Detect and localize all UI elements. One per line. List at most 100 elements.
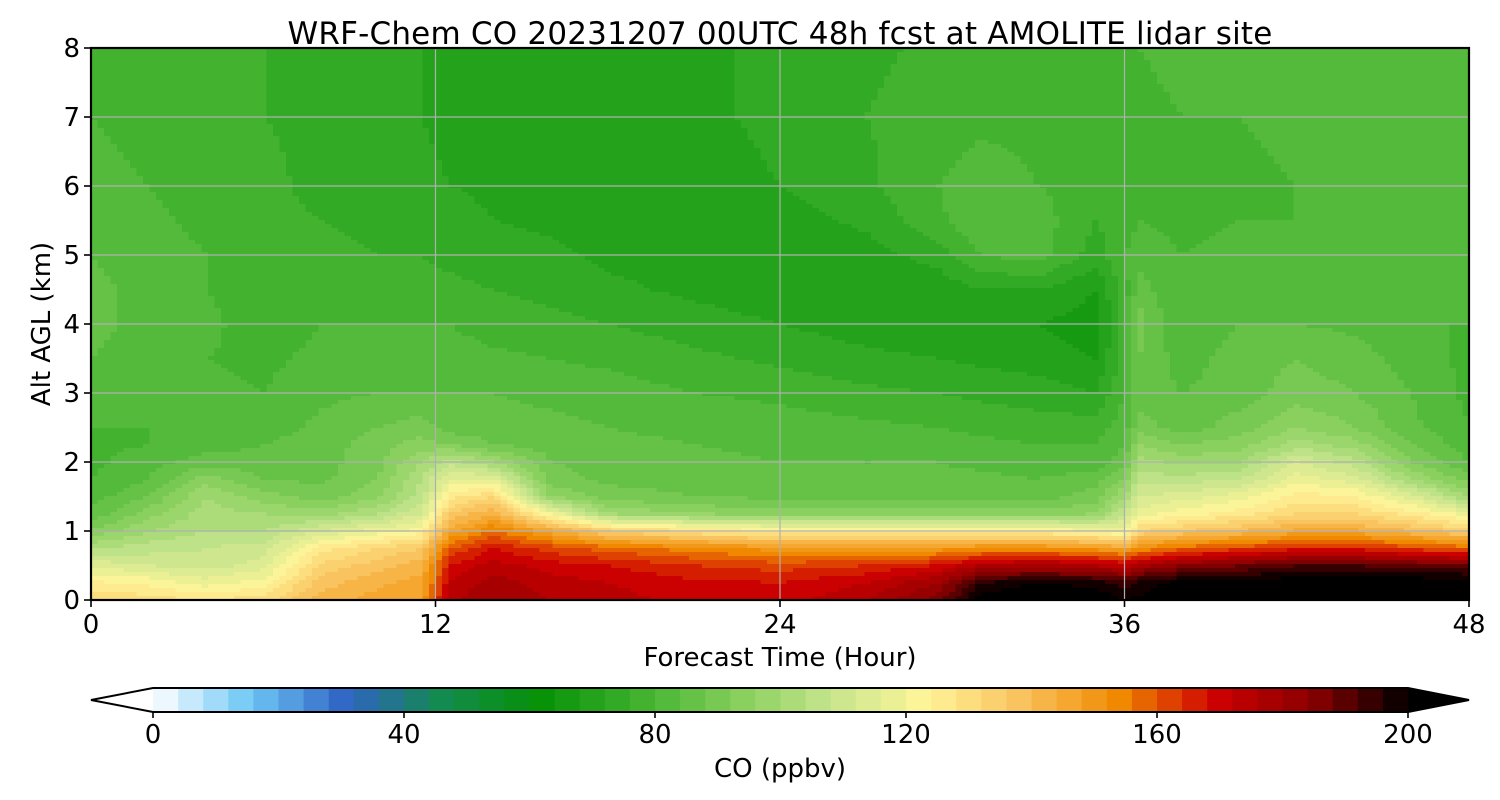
field-cell — [539, 548, 593, 553]
field-cell — [1131, 384, 1178, 389]
field-cell — [1137, 308, 1145, 313]
field-cell — [955, 224, 1061, 229]
field-cell — [734, 52, 898, 57]
field-cell — [143, 480, 170, 485]
field-cell — [247, 484, 365, 489]
field-cell — [513, 520, 528, 525]
field-cell — [429, 596, 437, 600]
field-cell — [91, 532, 105, 537]
field-cell — [513, 484, 521, 489]
field-cell — [552, 236, 872, 241]
field-cell — [429, 508, 437, 513]
field-cell — [390, 520, 417, 525]
field-cell — [552, 532, 580, 537]
field-cell — [585, 364, 775, 369]
field-cell — [91, 216, 177, 221]
field-cell — [422, 64, 736, 69]
field-cell — [1423, 500, 1438, 505]
field-cell — [91, 164, 131, 169]
field-cell — [149, 436, 281, 441]
field-cell — [214, 300, 534, 305]
field-cell — [1111, 456, 1126, 461]
field-cell — [91, 512, 112, 517]
field-cell — [279, 436, 359, 441]
field-cell — [1001, 256, 1048, 261]
field-cell — [1124, 484, 1132, 489]
field-cell — [1371, 444, 1392, 449]
field-cell — [1410, 476, 1431, 481]
field-cell — [1124, 492, 1132, 497]
field-cell — [442, 508, 450, 513]
field-cell — [1124, 316, 1132, 321]
colorbar-segment — [504, 688, 530, 712]
field-cell — [851, 224, 911, 229]
field-cell — [968, 284, 1054, 289]
field-cell — [266, 72, 424, 77]
field-cell — [422, 108, 736, 113]
field-cell — [429, 544, 437, 549]
field-cell — [91, 68, 268, 73]
field-cell — [169, 208, 307, 213]
field-cell — [1410, 532, 1451, 537]
field-cell — [104, 464, 164, 469]
field-cell — [1150, 548, 1178, 553]
field-cell — [760, 316, 1054, 321]
field-cell — [591, 500, 645, 505]
field-cell — [520, 508, 534, 513]
field-cell — [832, 336, 1061, 341]
field-cell — [91, 112, 268, 117]
field-cell — [1124, 472, 1132, 477]
field-cell — [455, 552, 482, 557]
field-cell — [617, 484, 1100, 489]
field-cell — [149, 472, 183, 477]
field-cell — [1157, 304, 1469, 309]
field-cell — [1267, 516, 1386, 521]
field-cell — [1105, 244, 1132, 249]
field-cell — [1241, 524, 1282, 529]
field-cell — [916, 260, 963, 265]
field-cell — [91, 316, 118, 321]
field-cell — [936, 240, 970, 245]
field-cell — [962, 260, 1074, 265]
field-cell — [162, 512, 190, 517]
field-cell — [448, 484, 502, 489]
colorbar-segment — [253, 688, 279, 712]
field-cell — [1228, 492, 1262, 497]
field-cell — [221, 332, 313, 337]
field-cell — [1007, 404, 1106, 409]
field-cell — [955, 228, 1054, 233]
field-cell — [526, 520, 541, 525]
field-cell — [91, 120, 99, 125]
field-cell — [435, 548, 443, 553]
field-cell — [1170, 364, 1210, 369]
field-cell — [1131, 464, 1139, 469]
field-cell — [494, 496, 502, 501]
field-cell — [442, 504, 450, 509]
field-cell — [1365, 532, 1412, 537]
field-cell — [448, 492, 482, 497]
field-cell — [435, 544, 443, 549]
field-cell — [916, 572, 944, 577]
field-cell — [91, 368, 229, 373]
field-cell — [604, 536, 671, 541]
field-cell — [1020, 440, 1100, 445]
field-cell — [1053, 244, 1087, 249]
field-cell — [1053, 196, 1295, 201]
field-cell — [117, 308, 222, 313]
field-cell — [1098, 384, 1113, 389]
field-cell — [611, 524, 677, 529]
field-cell — [643, 332, 820, 337]
field-cell — [1053, 252, 1080, 257]
field-cell — [1378, 352, 1451, 357]
field-cell — [455, 516, 482, 521]
field-cell — [448, 556, 476, 561]
field-cell — [962, 592, 970, 597]
colorbar-segment — [1332, 688, 1359, 712]
field-cell — [279, 576, 294, 581]
field-cell — [1391, 368, 1457, 373]
field-cell — [1423, 420, 1469, 425]
colorbar-tick-label: 40 — [387, 720, 420, 750]
field-cell — [1280, 496, 1360, 501]
colorbar: 0 40 80 120 160 200 — [90, 687, 1470, 750]
field-cell — [312, 536, 346, 541]
